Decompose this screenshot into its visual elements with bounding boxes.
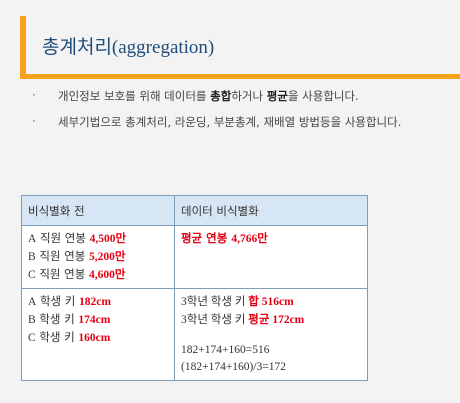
table-cell-average-salary: 평균 연봉 4,766만 xyxy=(174,225,368,289)
average-salary-line: 평균 연봉 4,766만 xyxy=(181,230,361,248)
table-cell-heights: A 학생 키 182cm B 학생 키 174cm C 학생 키 160cm xyxy=(21,288,175,381)
spacer xyxy=(181,329,361,342)
title-korean: 총계처리 xyxy=(42,36,112,58)
height-value: 182cm xyxy=(79,296,111,308)
bullet-text-part: 을 사용합니다. xyxy=(287,89,359,103)
aggregate-keyword: 평균 xyxy=(248,312,270,326)
student-letter: B xyxy=(28,314,36,326)
height-label: 학생 키 xyxy=(36,294,80,308)
student-letter: C xyxy=(28,332,36,344)
deidentification-table: 비식별화 전 데이터 비식별화 A 직원 연봉 4,500만 B 직원 연봉 5… xyxy=(21,195,368,381)
employee-letter: B xyxy=(28,251,36,263)
salary-line: C 직원 연봉 4,600만 xyxy=(28,266,168,284)
column-header-after: 데이터 비식별화 xyxy=(174,195,368,226)
aggregate-label: 3학년 학생 키 xyxy=(181,314,249,326)
bullet-marker: · xyxy=(32,114,36,128)
salary-line: A 직원 연봉 4,500만 xyxy=(28,230,168,248)
bullet-bold-average: 평균 xyxy=(266,89,288,103)
header-accent-bar xyxy=(20,16,26,74)
student-letter: A xyxy=(28,296,37,308)
bullet-text-part: 하거나 xyxy=(231,89,267,103)
salary-value: 4,600만 xyxy=(88,269,126,281)
aggregate-line: 3학년 학생 키 합 516cm xyxy=(181,293,361,311)
bullet-item: · 개인정보 보호를 위해 데이터를 총합하거나 평균을 사용합니다. xyxy=(30,88,455,114)
employee-letter: A xyxy=(28,233,37,245)
page-title: 총계처리(aggregation) xyxy=(42,32,214,59)
height-label: 학생 키 xyxy=(35,330,79,344)
aggregate-keyword: 합 xyxy=(248,294,259,308)
calculation-line: 182+174+160=516 xyxy=(181,344,270,356)
average-salary-label: 평균 연봉 xyxy=(181,231,232,245)
average-salary-value: 4,766만 xyxy=(231,233,268,245)
aggregate-value: 516cm xyxy=(258,296,294,308)
table-cell-aggregated-heights: 3학년 학생 키 합 516cm 3학년 학생 키 평균 172cm 182+1… xyxy=(174,288,368,381)
bullet-list: · 개인정보 보호를 위해 데이터를 총합하거나 평균을 사용합니다. · 세부… xyxy=(30,88,455,140)
header-underline xyxy=(20,74,460,79)
height-value: 174cm xyxy=(78,314,111,326)
height-line: A 학생 키 182cm xyxy=(28,293,168,311)
bullet-bold-total: 총합 xyxy=(210,89,232,103)
salary-line: B 직원 연봉 5,200만 xyxy=(28,248,168,266)
salary-value: 5,200만 xyxy=(88,251,126,263)
bullet-text: 개인정보 보호를 위해 데이터를 총합하거나 평균을 사용합니다. xyxy=(58,88,359,104)
height-value: 160cm xyxy=(78,332,111,344)
height-line: B 학생 키 174cm xyxy=(28,311,168,329)
table-cell-salaries: A 직원 연봉 4,500만 B 직원 연봉 5,200만 C 직원 연봉 4,… xyxy=(21,225,175,289)
table-row: A 직원 연봉 4,500만 B 직원 연봉 5,200만 C 직원 연봉 4,… xyxy=(21,225,368,289)
bullet-marker: · xyxy=(32,88,36,102)
aggregate-label: 3학년 학생 키 xyxy=(181,296,249,308)
salary-label: 직원 연봉 xyxy=(35,267,89,281)
aggregate-value: 172cm xyxy=(269,314,305,326)
salary-label: 직원 연봉 xyxy=(35,249,89,263)
salary-value: 4,500만 xyxy=(89,233,127,245)
bullet-item: · 세부기법으로 총계처리, 라운딩, 부분총계, 재배열 방법등을 사용합니다… xyxy=(30,114,455,140)
aggregate-line: 3학년 학생 키 평균 172cm xyxy=(181,311,361,329)
title-english: (aggregation) xyxy=(111,37,215,58)
salary-label: 직원 연봉 xyxy=(36,231,90,245)
calculation-line: (182+174+160)/3=172 xyxy=(181,361,287,373)
employee-letter: C xyxy=(28,269,36,281)
height-line: C 학생 키 160cm xyxy=(28,329,168,347)
table-header-row: 비식별화 전 데이터 비식별화 xyxy=(21,195,368,226)
table-row: A 학생 키 182cm B 학생 키 174cm C 학생 키 160cm 3… xyxy=(21,288,368,381)
height-label: 학생 키 xyxy=(35,312,79,326)
bullet-text: 세부기법으로 총계처리, 라운딩, 부분총계, 재배열 방법등을 사용합니다. xyxy=(58,115,402,129)
section-header: 총계처리(aggregation) xyxy=(20,16,460,79)
bullet-text-part: 개인정보 보호를 위해 데이터를 xyxy=(58,89,211,103)
column-header-before: 비식별화 전 xyxy=(21,195,175,226)
